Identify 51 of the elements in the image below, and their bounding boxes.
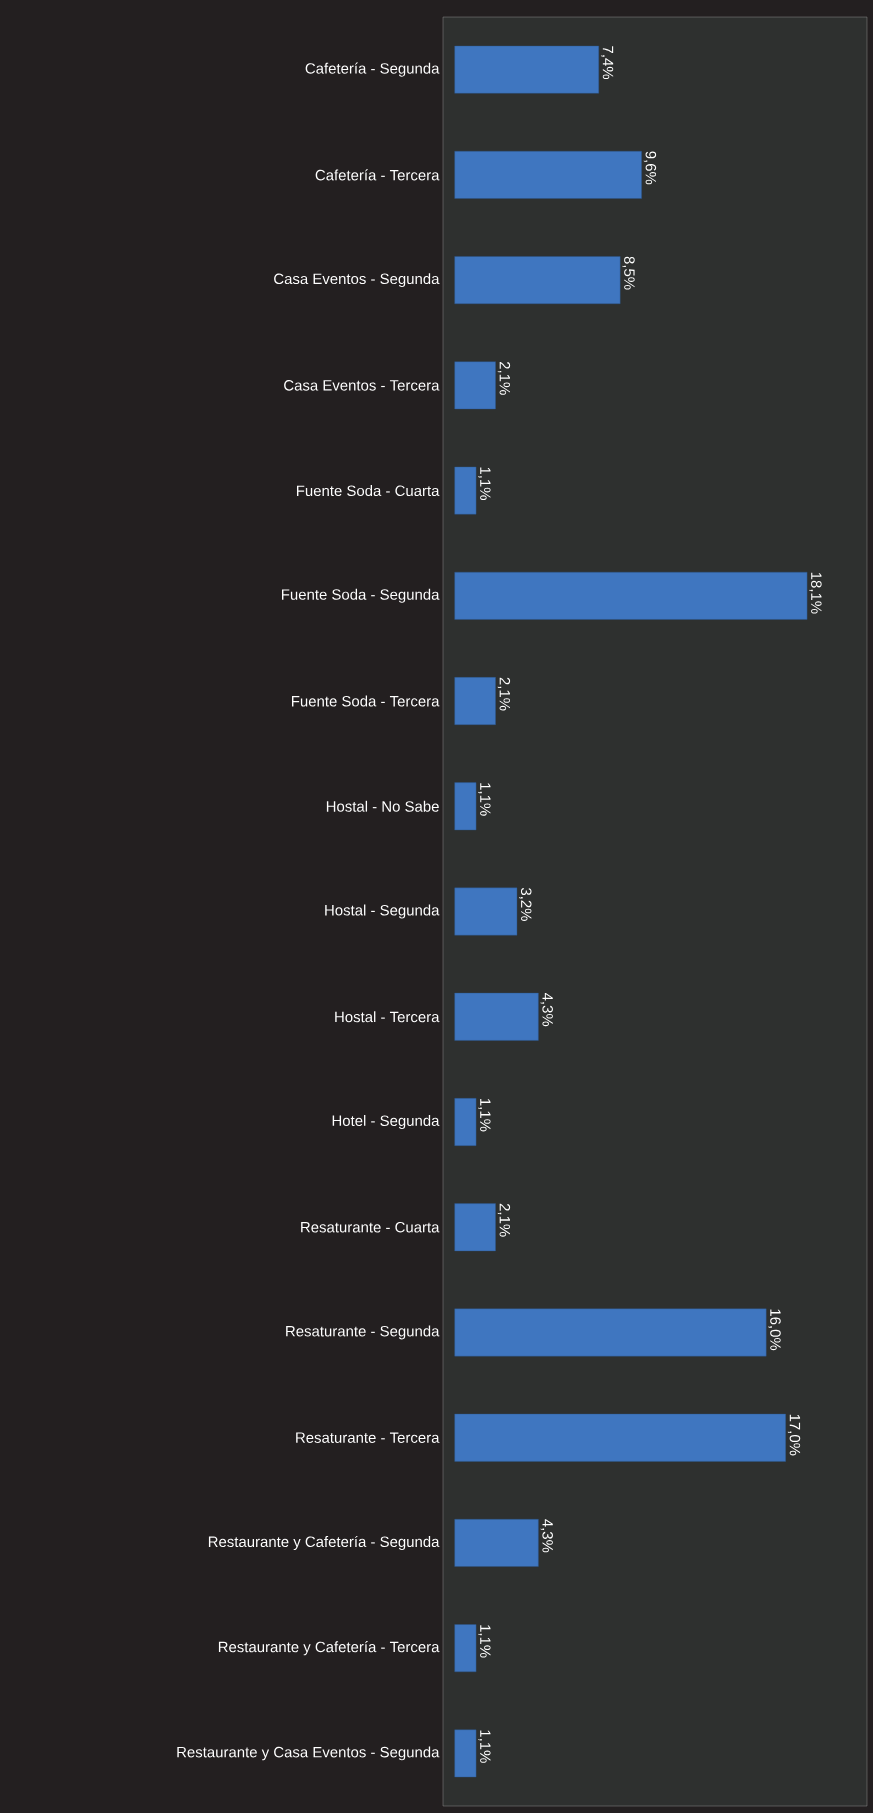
data-label: 1,1% — [478, 467, 491, 500]
y-tick-label: Cafetería - Segunda — [305, 62, 440, 77]
bar — [454, 466, 477, 515]
data-label: 16,0% — [768, 1309, 781, 1351]
data-label: 1,1% — [478, 783, 491, 816]
bar — [454, 1519, 539, 1567]
y-tick-label: Restaurante y Cafetería - Segunda — [208, 1535, 440, 1550]
y-tick-label: Resaturante - Segunda — [286, 1325, 440, 1340]
bar — [454, 992, 539, 1041]
bar — [454, 150, 642, 199]
bar — [454, 571, 808, 620]
data-label: 7,4% — [600, 46, 614, 80]
y-tick-label: Hotel - Segunda — [332, 1115, 440, 1129]
y-tick-label: Casa Eventos - Segunda — [274, 273, 440, 288]
y-tick-label: Resaturante - Tercera — [296, 1432, 440, 1443]
y-tick-label: Cafetería - Tercera — [315, 169, 440, 181]
bar — [454, 782, 477, 831]
data-label: 18,1% — [809, 572, 822, 614]
data-label: 8,5% — [622, 256, 635, 290]
y-tick-label: Restaurante y Cafetería - Tercera — [218, 1641, 440, 1656]
data-label: 2,1% — [497, 1203, 511, 1237]
data-label: 1,1% — [478, 1625, 491, 1658]
bar — [454, 1413, 786, 1462]
bar — [454, 1308, 767, 1357]
y-tick-label: Hostal - Tercera — [335, 1011, 440, 1023]
y-tick-label: Hostal - Segunda — [325, 904, 440, 919]
y-tick-label: Resaturante - Cuarta — [301, 1221, 440, 1233]
bar — [454, 1098, 477, 1146]
bar — [454, 677, 496, 725]
bar — [454, 1729, 477, 1778]
data-label: 4,3% — [540, 992, 553, 1027]
bar — [454, 1203, 496, 1252]
data-label: 4,3% — [540, 1519, 553, 1553]
data-label: 17,0% — [787, 1414, 801, 1456]
bar — [454, 45, 599, 94]
bar — [454, 256, 621, 304]
data-label: 1,1% — [478, 1099, 491, 1132]
y-tick-label: Fuente Soda - Tercera — [292, 695, 440, 707]
bar — [454, 361, 496, 410]
y-tick-label: Casa Eventos - Tercera — [284, 380, 440, 391]
data-label: 3,2% — [519, 887, 532, 921]
data-label: 9,6% — [643, 151, 657, 185]
data-label: 2,1% — [497, 361, 511, 395]
y-tick-label: Fuente Soda - Cuarta — [296, 485, 440, 497]
data-label: 2,1% — [497, 677, 511, 711]
data-label: 1,1% — [478, 1730, 491, 1763]
bar — [454, 887, 518, 936]
y-tick-label: Restaurante y Casa Eventos - Segunda — [177, 1746, 440, 1761]
y-tick-label: Fuente Soda - Segunda — [282, 588, 440, 603]
y-tick-label: Hostal - No Sabe — [326, 800, 439, 812]
bar — [454, 1624, 477, 1673]
